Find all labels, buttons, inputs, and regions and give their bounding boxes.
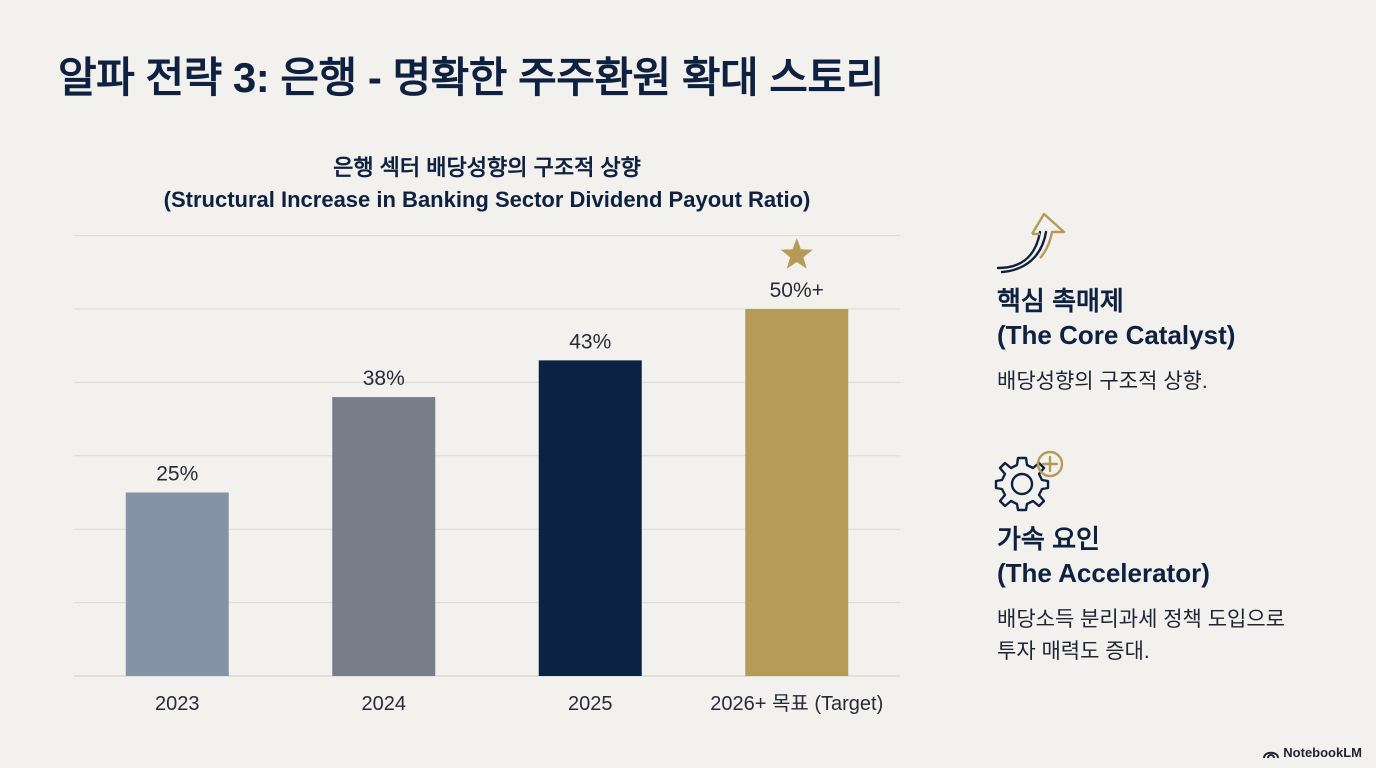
chart-subtitle: (Structural Increase in Banking Sector D…: [163, 187, 811, 212]
accelerator-title-kr: 가속 요인: [997, 524, 1100, 554]
accelerator-desc-line1: 배당소득 분리과세 정책 도입으로: [997, 608, 1285, 631]
data-label: 38%: [363, 367, 405, 390]
chart-bars: [125, 309, 849, 676]
page-title: 알파 전략 3: 은행 - 명확한 주주환원 확대 스토리: [58, 54, 884, 101]
accelerator-title-en: (The Accelerator): [997, 558, 1210, 588]
x-tick-label: 2024: [362, 693, 407, 715]
catalyst-block: 핵심 촉매제 (The Core Catalyst) 배당성향의 구조적 상향.: [997, 284, 1235, 398]
chart-data-labels: 25% 38% 43% 50%+: [156, 279, 824, 486]
brand-badge: NotebookLM: [1263, 745, 1362, 760]
accelerator-desc-line2: 투자 매력도 증대.: [997, 640, 1150, 663]
accelerator-description: 배당소득 분리과세 정책 도입으로 투자 매력도 증대.: [997, 604, 1285, 668]
data-label: 43%: [569, 330, 611, 353]
chart-markers: [780, 238, 813, 269]
data-label: 50%+: [770, 279, 824, 302]
accelerator-block: 가속 요인 (The Accelerator) 배당소득 분리과세 정책 도입으…: [997, 522, 1285, 668]
catalyst-title-kr: 핵심 촉매제: [997, 286, 1124, 316]
notebooklm-logo-icon: [1263, 751, 1280, 758]
x-tick-label: 2026+ 목표 (Target): [710, 693, 883, 715]
gear-plus-icon: [994, 448, 1070, 519]
brand-name: NotebookLM: [1283, 745, 1362, 760]
bar-2025: [538, 360, 642, 676]
catalyst-description: 배당성향의 구조적 상향.: [997, 370, 1208, 393]
bar-2026+: [745, 309, 849, 676]
catalyst-title-en: (The Core Catalyst): [997, 320, 1236, 350]
bar-2024: [332, 397, 436, 676]
x-tick-label: 2025: [568, 693, 613, 715]
rising-arrow-icon: [996, 208, 1070, 283]
x-tick-label: 2023: [155, 693, 200, 715]
chart-x-tick-labels: 2023 2024 2025 2026+ 목표 (Target): [155, 693, 883, 715]
bar-2023: [125, 492, 229, 676]
chart-title: 은행 섹터 배당성향의 구조적 상향: [333, 155, 641, 180]
data-label: 25%: [156, 463, 198, 486]
star-icon: [780, 238, 813, 269]
